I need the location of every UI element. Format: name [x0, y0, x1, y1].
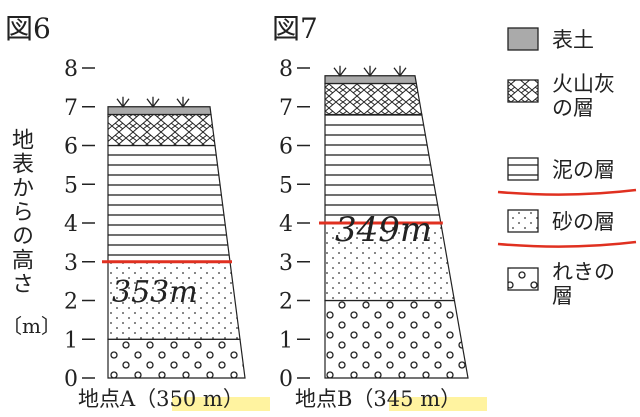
- grass: [116, 96, 130, 108]
- legend-swatch: [507, 79, 539, 103]
- grass: [333, 65, 347, 77]
- y-axis-label: 地表からの高さ: [8, 128, 33, 296]
- tick-label: 1: [64, 328, 78, 353]
- tick-label: 7: [64, 96, 78, 121]
- layer: [107, 113, 216, 147]
- legend-label: れきの層: [552, 260, 615, 308]
- legend-label: 砂の層: [552, 210, 615, 234]
- y-axis-unit: 〔m〕: [2, 314, 61, 338]
- legend-label: 表土: [552, 28, 594, 52]
- tick-label: 3: [64, 251, 78, 276]
- legend-swatch: [507, 157, 539, 181]
- grass: [176, 96, 190, 108]
- layer: [107, 144, 231, 263]
- tick-label: 5: [64, 173, 78, 198]
- handwritten-note: 353m: [112, 275, 198, 310]
- tick-label: 6: [279, 135, 293, 160]
- tick-label: 5: [279, 173, 293, 198]
- tick-label: 2: [64, 290, 78, 315]
- tick-label: 0: [279, 367, 293, 392]
- underline: [497, 188, 637, 196]
- tick-label: 4: [64, 212, 78, 237]
- tick-label: 3: [279, 251, 293, 276]
- location-label: 地点A（350 m）: [78, 387, 244, 411]
- layer: [324, 299, 469, 379]
- tick-label: 6: [64, 135, 78, 160]
- tick-label: 8: [64, 57, 78, 82]
- tick-label: 8: [279, 57, 293, 82]
- tick-label: 2: [279, 290, 293, 315]
- highlight: [389, 397, 487, 411]
- underline: [497, 240, 637, 248]
- grass: [393, 65, 407, 77]
- legend-swatch: [507, 267, 539, 291]
- legend-swatch: [507, 209, 539, 233]
- layer: [107, 106, 212, 116]
- tick-label: 1: [279, 328, 293, 353]
- figure-title: 図6: [5, 12, 51, 45]
- handwritten-note: 349m: [335, 210, 432, 250]
- grass: [363, 65, 377, 77]
- legend-label: 泥の層: [552, 158, 615, 182]
- highlight: [172, 397, 270, 411]
- layer: [324, 82, 423, 116]
- figure-title: 図7: [272, 12, 318, 45]
- tick-label: 4: [279, 212, 293, 237]
- grass: [146, 96, 160, 108]
- legend-label: 火山灰の層: [552, 72, 615, 120]
- tick-label: 7: [279, 96, 293, 121]
- location-label: 地点B（345 m）: [295, 387, 461, 411]
- layer: [324, 75, 418, 85]
- layer: [107, 338, 246, 379]
- layer: [324, 113, 442, 224]
- tick-label: 0: [64, 367, 78, 392]
- legend-swatch: [507, 27, 539, 51]
